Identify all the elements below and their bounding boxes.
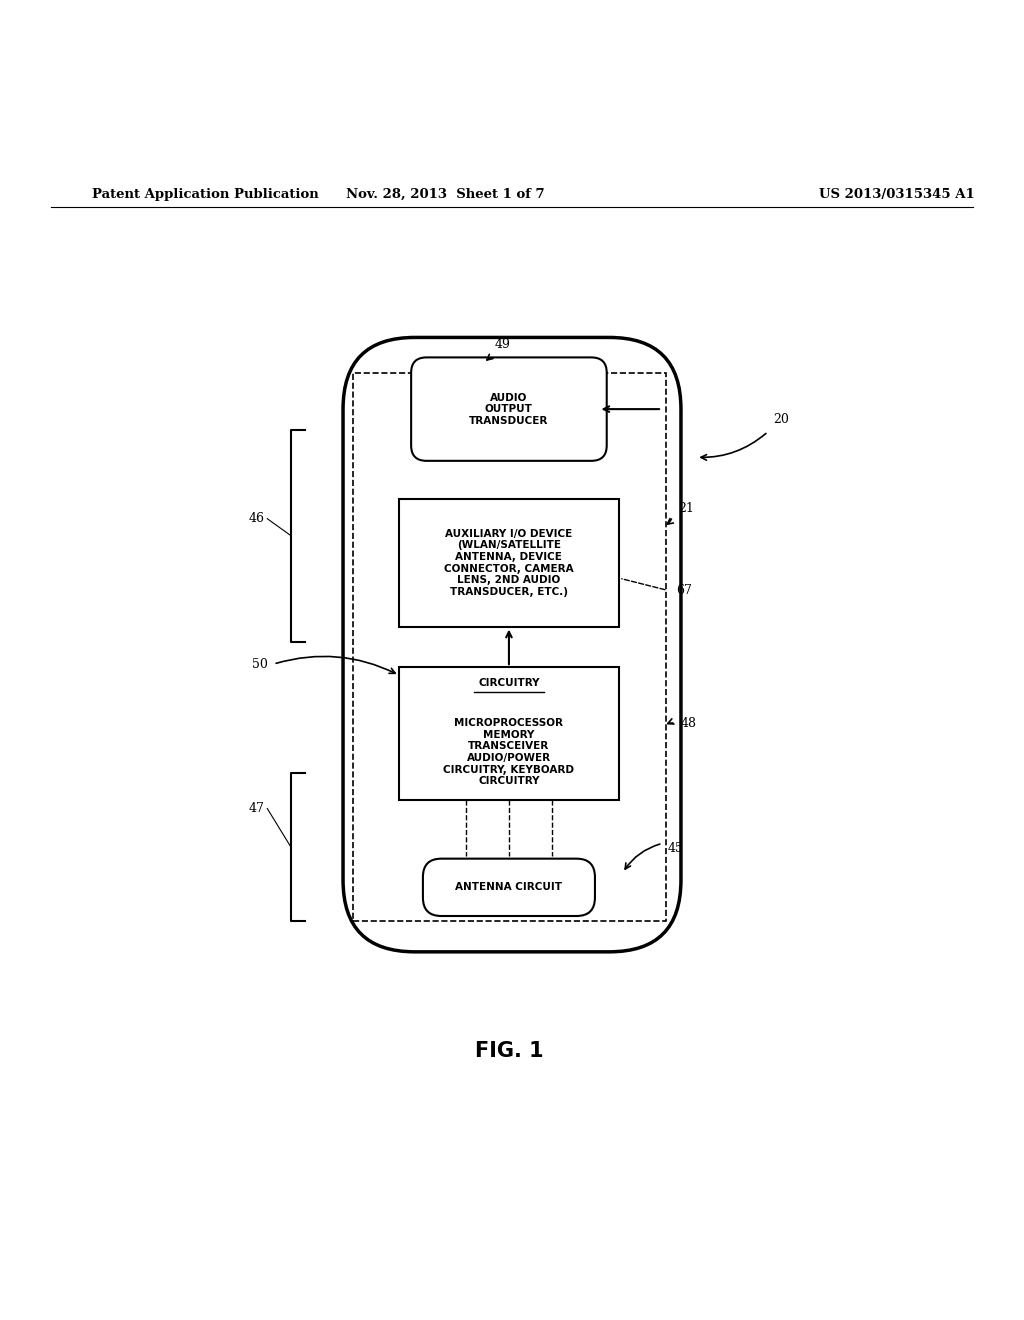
FancyBboxPatch shape [423, 858, 595, 916]
Text: 46: 46 [248, 512, 264, 525]
Text: AUDIO
OUTPUT
TRANSDUCER: AUDIO OUTPUT TRANSDUCER [469, 392, 549, 426]
Text: 49: 49 [495, 338, 511, 351]
Text: 21: 21 [678, 502, 694, 515]
Bar [399, 667, 618, 800]
Text: 48: 48 [681, 717, 697, 730]
FancyBboxPatch shape [343, 338, 681, 952]
Bar [399, 499, 618, 627]
Text: Patent Application Publication: Patent Application Publication [92, 187, 318, 201]
Bar [353, 374, 666, 921]
Text: 50: 50 [252, 657, 268, 671]
FancyBboxPatch shape [411, 358, 606, 461]
Text: 20: 20 [773, 413, 790, 426]
Text: FIG. 1: FIG. 1 [474, 1041, 544, 1061]
Text: US 2013/0315345 A1: US 2013/0315345 A1 [819, 187, 975, 201]
Text: 45: 45 [668, 842, 684, 855]
Text: 67: 67 [676, 583, 692, 597]
Text: Nov. 28, 2013  Sheet 1 of 7: Nov. 28, 2013 Sheet 1 of 7 [346, 187, 545, 201]
Text: CIRCUITRY: CIRCUITRY [478, 677, 540, 688]
Text: AUXILIARY I/O DEVICE
(WLAN/SATELLITE
ANTENNA, DEVICE
CONNECTOR, CAMERA
LENS, 2ND: AUXILIARY I/O DEVICE (WLAN/SATELLITE ANT… [444, 529, 573, 597]
Text: 47: 47 [248, 803, 264, 814]
Text: ANTENNA CIRCUIT: ANTENNA CIRCUIT [456, 882, 562, 892]
Text: MICROPROCESSOR
MEMORY
TRANSCEIVER
AUDIO/POWER
CIRCUITRY, KEYBOARD
CIRCUITRY: MICROPROCESSOR MEMORY TRANSCEIVER AUDIO/… [443, 718, 574, 787]
